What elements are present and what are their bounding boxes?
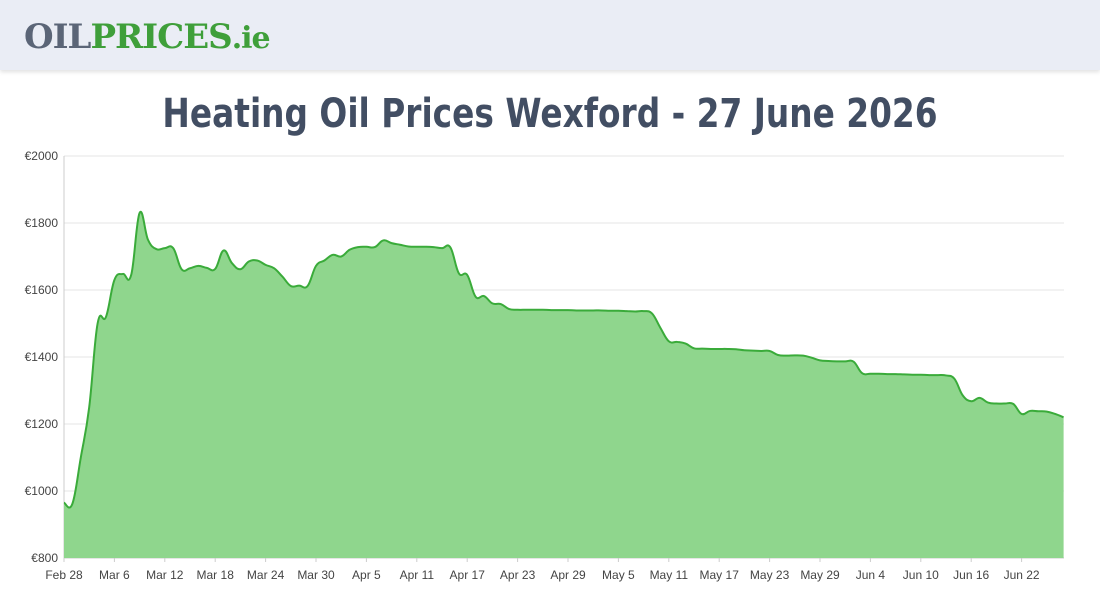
x-tick-label: Mar 24 bbox=[247, 568, 285, 582]
header-bar: OILPRICES.ie bbox=[0, 0, 1100, 70]
x-tick-label: May 11 bbox=[650, 568, 689, 582]
logo-text-domain: .ie bbox=[231, 21, 271, 56]
x-tick-label: Mar 30 bbox=[297, 568, 335, 582]
x-tick-label: Mar 18 bbox=[197, 568, 235, 582]
y-tick-label: €800 bbox=[31, 551, 58, 565]
site-logo[interactable]: OILPRICES.ie bbox=[24, 17, 271, 59]
price-area-fill bbox=[64, 211, 1064, 558]
x-tick-label: Jun 4 bbox=[856, 568, 886, 582]
x-tick-label: Feb 28 bbox=[45, 568, 83, 582]
x-tick-label: May 17 bbox=[700, 568, 740, 582]
x-tick-label: Apr 11 bbox=[400, 568, 435, 582]
price-line bbox=[63, 210, 1064, 509]
page-title: Heating Oil Prices Wexford - 27 June 202… bbox=[162, 91, 938, 137]
y-tick-label: €1800 bbox=[25, 216, 59, 230]
x-tick-label: Apr 29 bbox=[550, 568, 586, 582]
y-tick-label: €1600 bbox=[25, 283, 59, 297]
x-tick-label: Mar 6 bbox=[99, 568, 130, 582]
x-tick-label: Apr 5 bbox=[352, 568, 381, 582]
x-tick-label: May 29 bbox=[800, 568, 840, 582]
x-axis-labels: Feb 28 Mar 6 Mar 12 Mar 18 Mar 24 Mar 30 Apr 5… bbox=[45, 568, 1040, 582]
logo-text-prices: PRICES bbox=[90, 17, 232, 57]
y-axis-labels: €800 €1000 €1200 €1400 €1600 €1800 €2000 bbox=[25, 149, 59, 565]
x-tick-label: May 5 bbox=[602, 568, 635, 582]
x-tick-label: Apr 23 bbox=[500, 568, 536, 582]
logo-text-oil: OIL bbox=[24, 17, 91, 57]
y-tick-label: €1400 bbox=[25, 350, 59, 364]
x-tick-label: Apr 17 bbox=[450, 568, 486, 582]
x-tick-label: Jun 10 bbox=[903, 568, 939, 582]
x-tick-label: May 23 bbox=[750, 568, 790, 582]
x-tick-label: Mar 12 bbox=[146, 568, 184, 582]
y-tick-label: €1000 bbox=[25, 484, 59, 498]
x-tick-label: Jun 22 bbox=[1004, 568, 1040, 582]
y-tick-label: €2000 bbox=[25, 149, 59, 163]
x-tick-label: Jun 16 bbox=[953, 568, 989, 582]
price-series bbox=[63, 210, 1064, 558]
y-tick-label: €1200 bbox=[25, 417, 59, 431]
